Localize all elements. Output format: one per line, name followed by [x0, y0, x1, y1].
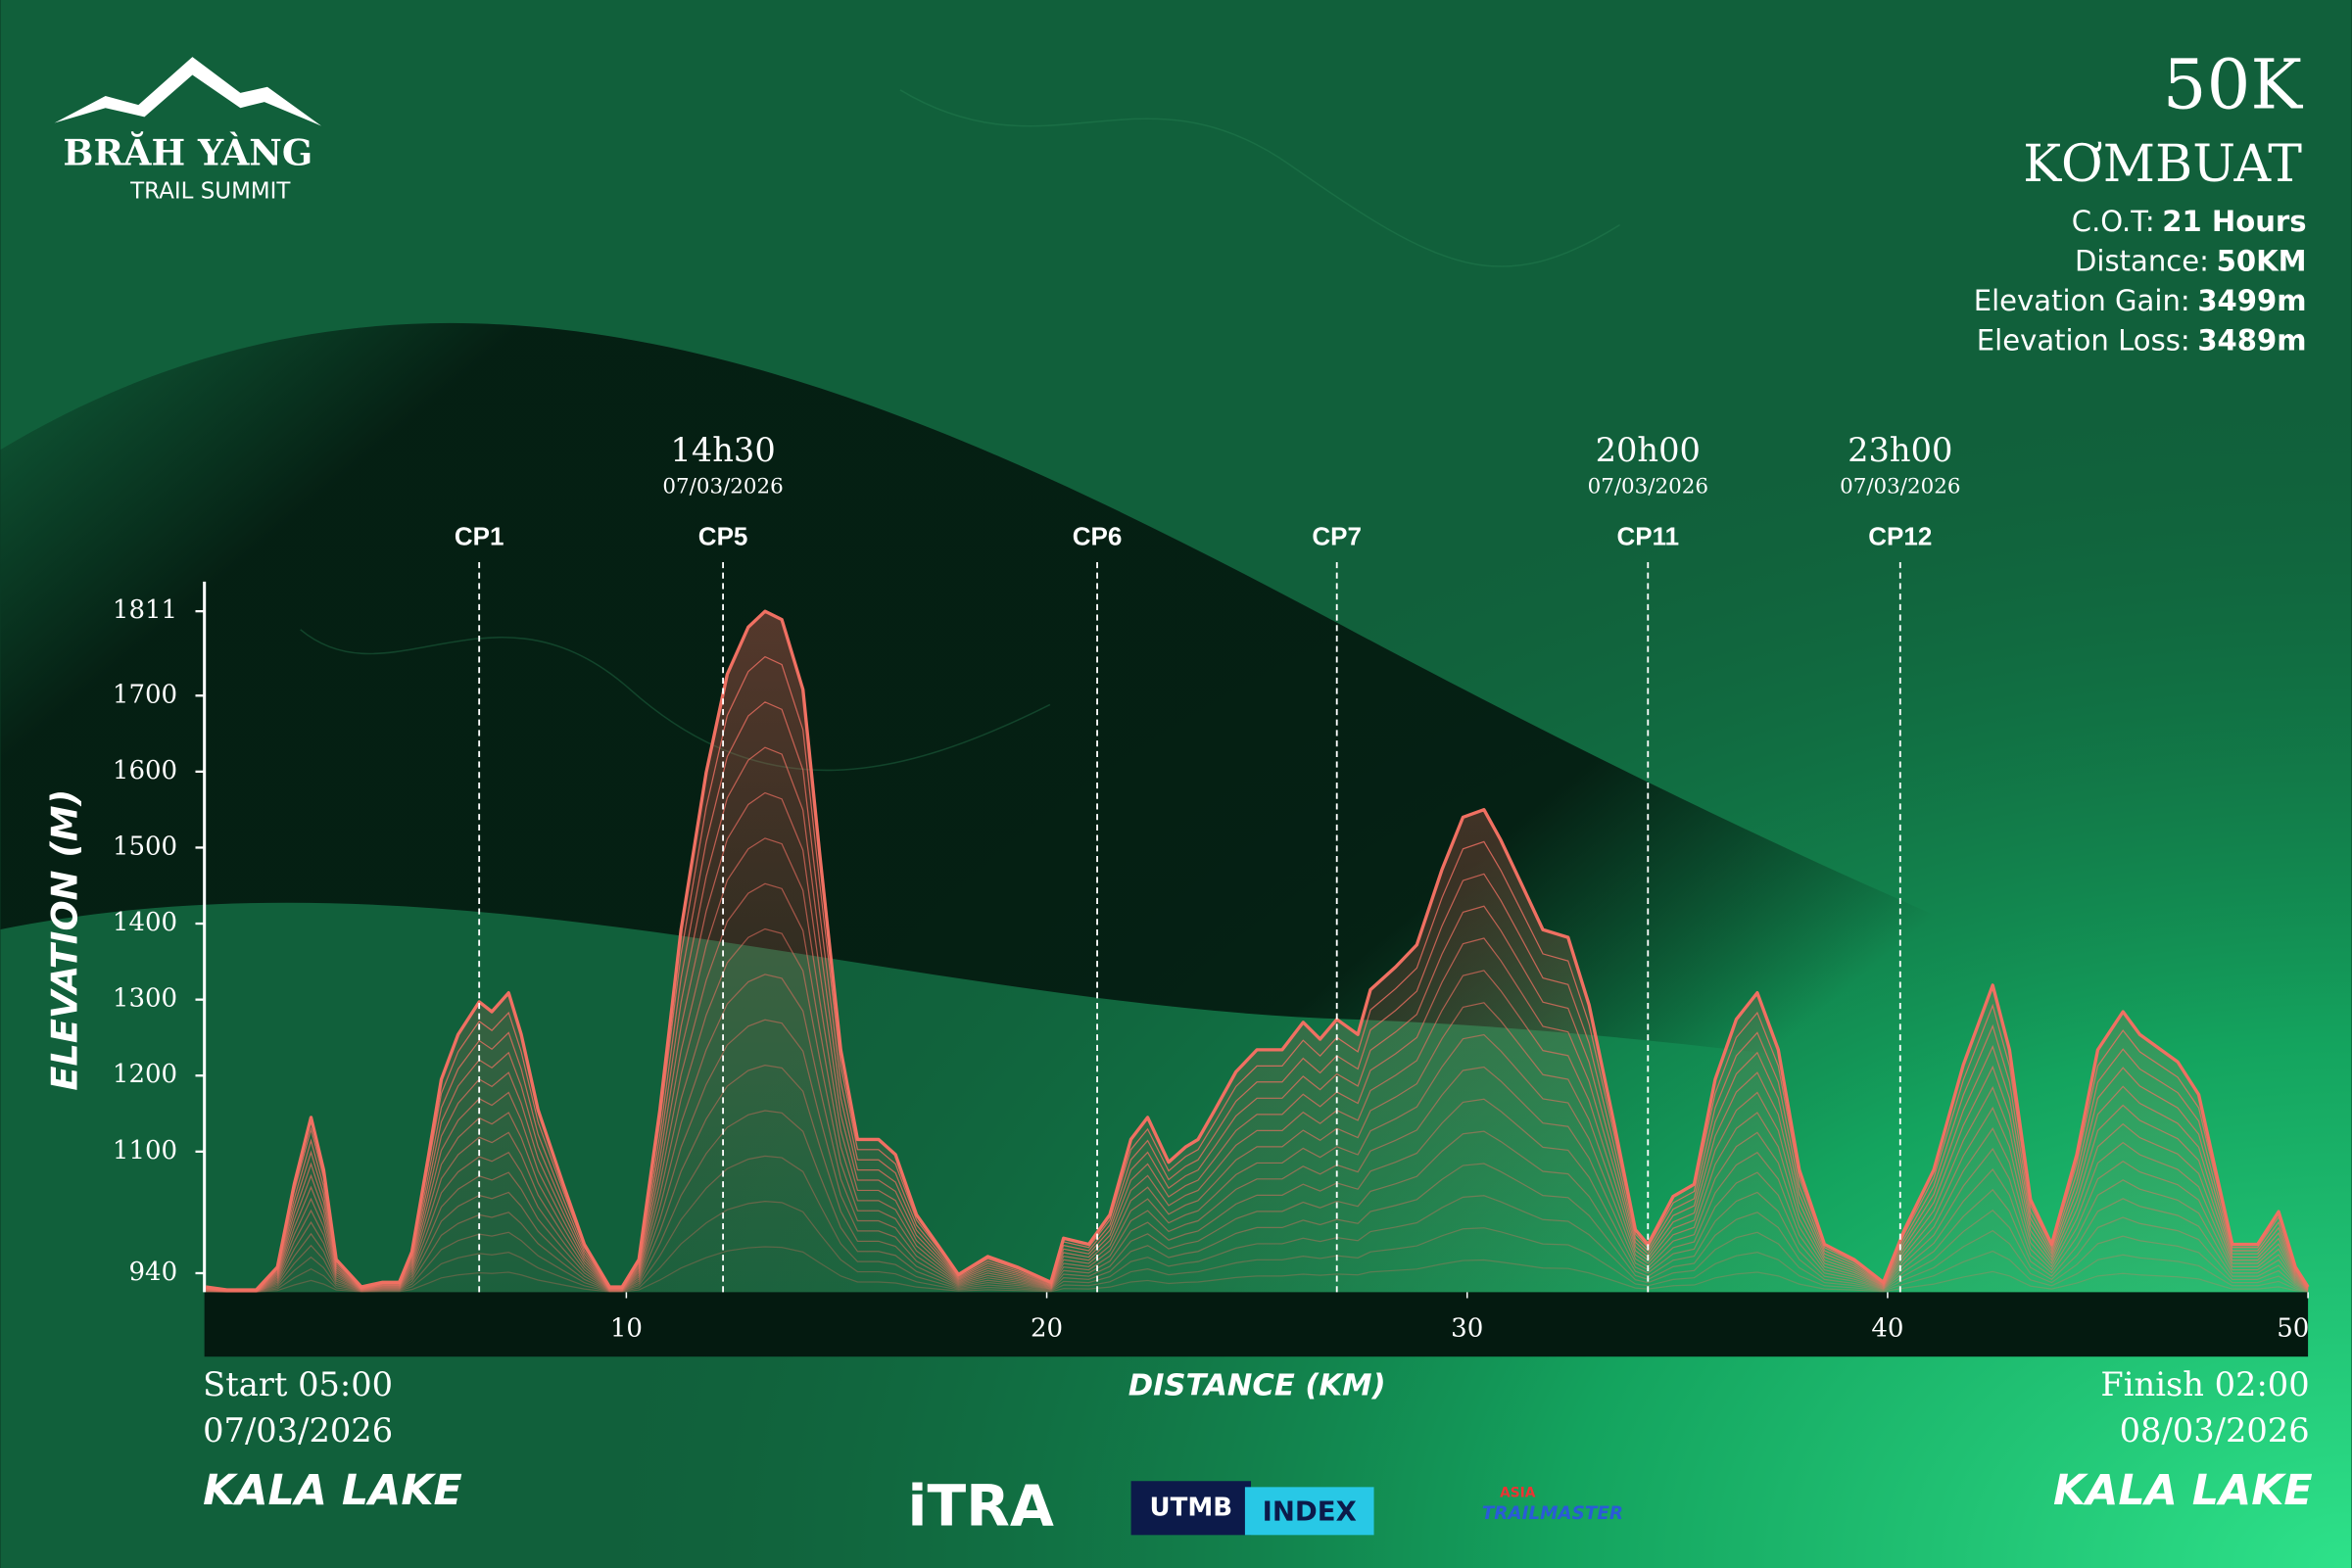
y-tick-label: 1700 [113, 680, 177, 709]
info-value: 3499m [2197, 284, 2306, 317]
contour [300, 629, 1051, 772]
y-tick-label: 940 [128, 1258, 177, 1287]
info-line: Distance: 50KM [2075, 245, 2307, 278]
race-distance: 50K [2163, 44, 2304, 124]
elevation-echo [206, 1019, 2309, 1293]
info-line: Elevation Loss: 3489m [1977, 324, 2307, 357]
checkpoint-label: CP5 [698, 521, 748, 550]
checkpoint-time: 23h00 [1848, 431, 1952, 469]
utmb-logo: UTMB [1150, 1493, 1233, 1522]
elevation-echo [206, 655, 2309, 1291]
elevation-echo [206, 1155, 2309, 1293]
plot: 940 1100 1200 1300 1400 1500 1600 1700 1811 10 20 3… [113, 431, 2310, 1344]
race-info: C.O.T: 21 Hours Distance: 50KM Elevation Gai… [1974, 205, 2307, 357]
utmb-box [1130, 1481, 1252, 1536]
checkpoint-date: 07/03/2026 [662, 474, 783, 499]
finish-date: 08/03/2026 [2120, 1411, 2310, 1449]
x-axis-band [204, 1292, 2309, 1357]
x-tick-label: 50 [2277, 1314, 2309, 1344]
x-axis-label: DISTANCE (KM) [1128, 1368, 1386, 1402]
itra-logo: iTRA [908, 1472, 1054, 1539]
y-tick-label: 1100 [113, 1136, 177, 1165]
elevation-echo [206, 974, 2309, 1292]
logo-mountain [54, 57, 322, 126]
y-tick-label: 1500 [113, 832, 177, 861]
checkpoint-label: CP6 [1073, 521, 1123, 550]
elevation-echo [206, 1246, 2309, 1293]
elevation-echo [206, 1110, 2309, 1293]
elevation-echo [206, 1065, 2309, 1293]
index-box [1244, 1487, 1374, 1536]
y-tick-label: 1811 [113, 595, 177, 625]
elevation-echo [206, 882, 2309, 1292]
checkpoint-label: CP11 [1616, 521, 1679, 550]
start-date: 07/03/2026 [203, 1411, 393, 1449]
checkpoint-label: CP12 [1868, 521, 1932, 550]
x-tick-label: 10 [610, 1314, 643, 1344]
checkpoint-label: CP7 [1312, 521, 1362, 550]
elevation-echo [206, 927, 2309, 1292]
elevation-line [205, 609, 2310, 1292]
elevation-echo [206, 837, 2309, 1292]
y-tick-label: 1600 [113, 756, 177, 785]
checkpoint-date: 07/03/2026 [1588, 474, 1708, 499]
info-label: Elevation Loss: [1977, 324, 2190, 357]
y-tick-label: 1200 [113, 1060, 177, 1089]
elevation-echo [206, 791, 2309, 1292]
finish-time: Finish 02:00 [2100, 1365, 2309, 1403]
x-tick-label: 20 [1031, 1314, 1063, 1344]
index-logo: INDEX [1263, 1496, 1357, 1527]
logo-subtitle: TRAIL SUMMIT [129, 178, 291, 204]
y-tick-label: 1400 [113, 908, 177, 937]
info-value: 21 Hours [2162, 205, 2306, 238]
checkpoint-date: 07/03/2026 [1840, 474, 1960, 499]
x-tick-label: 30 [1451, 1314, 1483, 1344]
elevation-echo [206, 701, 2309, 1291]
logo-title: BRĂH YÀNG [63, 131, 312, 174]
checkpoint-time: 14h30 [670, 431, 775, 469]
trailmaster-logo: TRAILMASTER [1482, 1503, 1623, 1524]
elevation-echo [206, 1201, 2309, 1293]
checkpoint-label: CP1 [455, 521, 504, 550]
info-label: Distance: [2075, 245, 2209, 278]
info-line: C.O.T: 21 Hours [2072, 205, 2307, 238]
start-place: KALA LAKE [203, 1466, 462, 1515]
elevation-echo [206, 746, 2309, 1292]
info-label: Elevation Gain: [1974, 284, 2190, 317]
finish-place: KALA LAKE [2053, 1466, 2313, 1515]
info-label: C.O.T: [2072, 205, 2155, 238]
info-value: 3489m [2197, 324, 2306, 357]
elevation-area [206, 611, 2309, 1293]
checkpoint-time: 20h00 [1596, 431, 1701, 469]
y-tick-label: 1300 [113, 984, 177, 1014]
contour [899, 89, 1620, 267]
info-line: Elevation Gain: 3499m [1974, 284, 2307, 317]
background-band [0, 322, 2280, 1086]
y-axis-label: ELEVATION (M) [43, 789, 85, 1091]
route-name: KƠMBUAT [2023, 135, 2302, 194]
info-value: 50KM [2217, 245, 2307, 278]
start-time: Start 05:00 [203, 1365, 393, 1403]
x-tick-label: 40 [1871, 1314, 1903, 1344]
asia-logo: ASIA [1500, 1485, 1536, 1500]
